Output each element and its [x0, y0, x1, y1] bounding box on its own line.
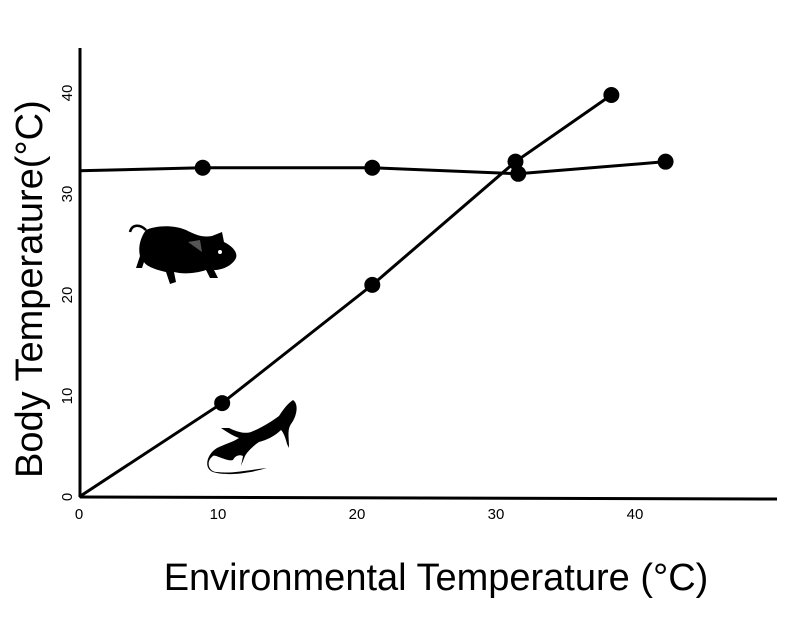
- x-tick-label: 30: [488, 506, 505, 523]
- mouse-data-point: [364, 159, 381, 176]
- mouse-data-point: [510, 165, 527, 182]
- lizard-series-line: [78, 93, 613, 499]
- y-axis-label: Body Temperature(°C): [9, 100, 51, 478]
- x-tick-label: 10: [210, 506, 227, 523]
- mouse-data-point: [657, 153, 674, 170]
- mouse-data-point: [194, 159, 211, 176]
- x-tick-label: 0: [75, 506, 83, 523]
- x-tick-label: 40: [627, 506, 644, 523]
- lizard-data-point: [214, 395, 231, 412]
- lizard-data-point: [507, 153, 524, 170]
- mouse-icon: [128, 224, 237, 284]
- lizard-data-point: [364, 276, 381, 293]
- x-tick-label: 20: [349, 506, 366, 523]
- lizard-data-point: [603, 87, 620, 104]
- y-tick-label: 30: [59, 186, 76, 203]
- lizard-icon: [207, 400, 297, 475]
- y-tick-label: 40: [59, 85, 76, 102]
- y-tick-label: 20: [59, 287, 76, 304]
- x-axis-label: Environmental Temperature (°C): [164, 557, 709, 599]
- y-tick-label: 10: [59, 388, 76, 405]
- y-tick-label: 0: [59, 493, 76, 501]
- x-axis: [79, 495, 778, 501]
